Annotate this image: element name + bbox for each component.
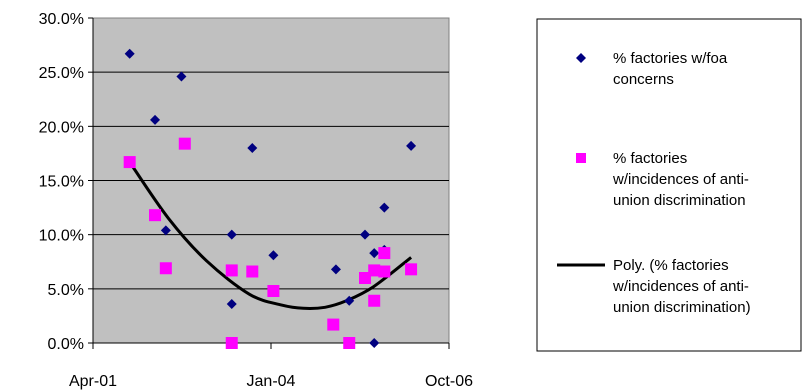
y-tick-label: 30.0% — [39, 11, 84, 28]
foa-concerns-point — [150, 114, 161, 125]
legend-diamond-symbol — [576, 53, 586, 63]
foa-concerns-point — [226, 299, 237, 309]
legend-label: % factories w/foa — [613, 50, 728, 67]
anti-union-point — [178, 137, 191, 150]
y-tick-label: 10.0% — [39, 228, 84, 245]
foa-concerns-point — [247, 143, 258, 153]
anti-union-point — [246, 265, 259, 278]
legend-label: concerns — [613, 71, 674, 88]
legend-square-symbol — [576, 153, 586, 163]
foa-concerns-point — [160, 225, 171, 236]
anti-union-point — [368, 294, 381, 307]
anti-union-point — [225, 264, 238, 277]
anti-union-point — [149, 209, 162, 222]
anti-union-point — [327, 318, 340, 331]
legend-label: w/incidences of anti- — [612, 278, 749, 295]
anti-union-point — [378, 265, 391, 278]
foa-concerns-point — [176, 71, 187, 82]
foa-concerns-point — [268, 250, 279, 261]
anti-union-point — [368, 264, 381, 277]
legend-label: union discrimination — [613, 192, 746, 209]
foa-concerns-point — [330, 264, 341, 275]
anti-union-point — [359, 272, 372, 284]
foa-concerns-point — [369, 248, 380, 259]
gridlines — [93, 71, 449, 290]
data-points — [123, 48, 418, 349]
foa-concerns-point — [344, 295, 355, 306]
legend-label: w/incidences of anti- — [612, 171, 749, 188]
anti-union-point — [378, 247, 391, 260]
y-tick-label: 0.0% — [48, 336, 84, 353]
foa-concerns-point — [369, 338, 380, 348]
y-tick-label: 25.0% — [39, 65, 84, 82]
y-axis-ticks: 0.0% 5.0% 10.0% 15.0% 20.0% 25.0% 30.0% — [39, 11, 93, 353]
anti-union-point — [123, 156, 136, 169]
foa-concerns-point — [360, 229, 371, 240]
legend: % factories w/foa concerns % factories w/in… — [536, 18, 802, 352]
legend-label: union discrimination) — [613, 299, 751, 316]
anti-union-point — [343, 337, 356, 349]
anti-union-point — [267, 285, 280, 297]
x-tick-label: Jan-04 — [247, 373, 296, 390]
legend-box — [536, 18, 802, 352]
legend-label: % factories — [613, 150, 687, 167]
anti-union-point — [225, 337, 238, 349]
legend-label: Poly. (% factories — [613, 257, 729, 274]
x-tick-label: Oct-06 — [425, 373, 473, 390]
foa-concerns-point — [406, 140, 417, 151]
trendline — [128, 161, 413, 310]
y-tick-label: 15.0% — [39, 174, 84, 191]
y-tick-label: 20.0% — [39, 119, 84, 136]
foa-concerns-point — [379, 202, 390, 213]
trendline-path — [128, 161, 413, 310]
x-tick-label: Apr-01 — [69, 373, 117, 390]
anti-union-point — [405, 263, 418, 276]
anti-union-point — [159, 262, 172, 275]
x-axis-ticks: Apr-01 Jan-04 Oct-06 — [69, 343, 473, 390]
y-tick-label: 5.0% — [48, 282, 84, 299]
foa-concerns-point — [226, 229, 237, 240]
foa-concerns-point — [124, 48, 135, 59]
